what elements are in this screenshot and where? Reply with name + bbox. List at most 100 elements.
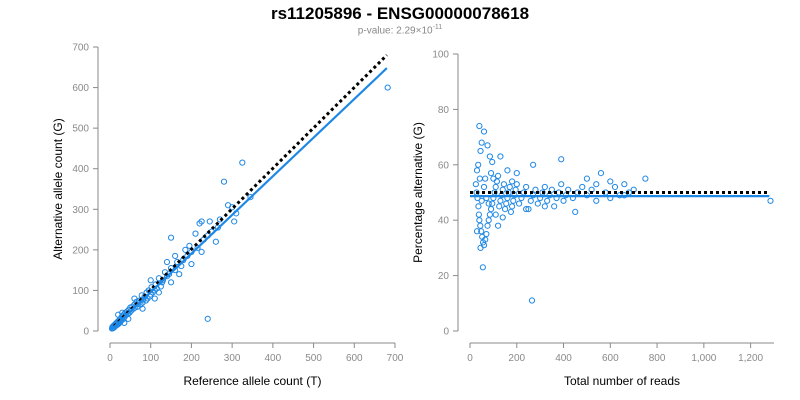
data-point [607,178,614,185]
x-tick-label: 400 [265,353,282,364]
data-point [163,258,171,266]
data-point [492,183,499,191]
x-tick-label: 100 [142,353,159,364]
data-point [496,203,503,210]
data-point [489,158,496,166]
y-tick-label: 20 [438,271,450,282]
data-point [172,252,179,260]
x-tick-label: 0 [467,353,473,364]
data-point [206,218,213,225]
data-point [475,161,482,168]
data-point [131,295,138,302]
data-point [490,175,497,182]
data-point [108,325,116,332]
data-point [501,206,509,213]
data-point [473,167,481,174]
data-point [507,208,515,215]
data-point [500,181,508,188]
y-tick-label: 700 [72,43,89,54]
data-point [532,186,539,193]
x-tick-label: 600 [602,353,619,364]
data-point [597,170,605,177]
data-point [477,244,484,251]
data-point [212,238,219,245]
data-point [480,183,488,191]
data-point [534,200,541,207]
data-point [548,186,555,193]
data-point [477,222,484,229]
data-point [489,200,496,207]
data-point [485,200,492,207]
data-point [558,156,565,163]
data-point [508,178,516,185]
x-axis-label: Reference allele count (T) [183,374,321,388]
fit-line [113,67,388,328]
data-point [239,159,246,166]
data-point [472,181,479,188]
data-point [478,139,485,146]
data-point [642,175,649,182]
data-point [176,271,183,278]
y-axis-label: Percentage alternative (G) [411,122,425,263]
data-point [499,214,506,221]
data-point [220,178,228,185]
data-point [186,242,193,249]
data-point [544,197,551,204]
data-point [572,208,579,215]
data-point [188,260,195,268]
y-tick-label: 0 [83,327,89,338]
data-point [487,170,495,177]
data-point [478,197,485,204]
data-point [528,297,536,304]
y-tick-label: 600 [72,83,89,94]
data-point [579,183,586,191]
data-point [530,161,537,168]
data-point [483,230,490,238]
x-tick-label: 200 [508,353,525,364]
y-tick-label: 500 [72,124,89,135]
data-point [593,181,600,188]
data-point [167,279,175,286]
y-tick-label: 100 [432,50,449,61]
data-point [192,230,199,237]
data-point [484,142,491,149]
reference-line [113,54,388,328]
data-point [583,175,591,182]
data-point [497,197,504,204]
data-point [512,186,519,193]
p-value-text: p-value: 2.29×10 [357,25,433,37]
data-point [121,319,128,326]
data-point [541,203,548,210]
data-point [497,153,504,160]
panel-percentage-alternative: 0 200 400 600 800 1,000 1,200 0 20 40 60 80 100 Total… [411,50,774,388]
y-tick-label: 60 [438,160,450,171]
y-tick-label: 80 [438,105,450,116]
data-point [224,202,232,209]
x-tick-label: 600 [346,353,363,364]
data-point [611,183,619,191]
y-axis-label: Alternative allele count (G) [51,118,65,259]
chart-title: rs11205896 - ENSG00000078618 [270,4,530,23]
data-point [475,211,482,218]
data-point [247,194,254,201]
data-point [151,295,158,302]
data-point [480,128,488,135]
x-tick-label: 0 [107,353,113,364]
x-tick-label: 300 [224,353,241,364]
data-point [767,197,774,204]
data-point [482,236,489,243]
data-point [198,218,205,225]
data-point [204,315,211,322]
data-point [486,153,493,160]
data-point [196,220,203,227]
x-axis-label: Total number of reads [564,374,680,388]
data-point [384,84,391,91]
data-point [493,178,500,185]
data-point [508,203,516,210]
data-point [486,211,493,218]
data-point [504,167,511,174]
x-tick-label: 200 [183,353,200,364]
data-point [198,248,205,255]
data-point [621,181,628,188]
data-point [527,197,534,204]
